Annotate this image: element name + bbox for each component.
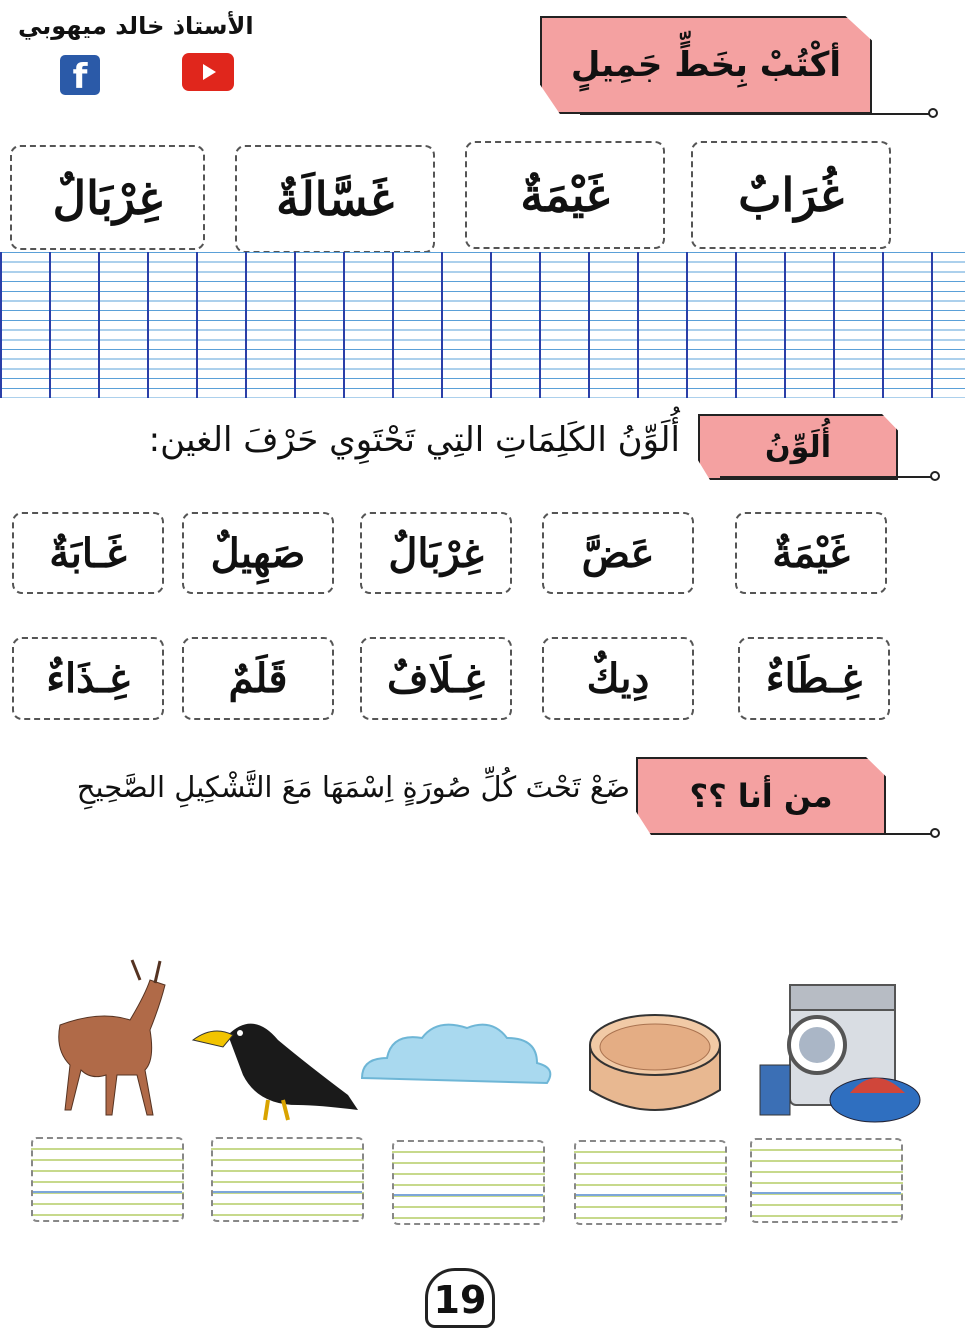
divider-dot bbox=[930, 828, 940, 838]
divider-dot bbox=[930, 471, 940, 481]
word: غَيْمَةٌ bbox=[520, 168, 610, 222]
color-word-card[interactable]: غِـلَافٌ bbox=[360, 637, 512, 720]
washing-machine-image bbox=[759, 984, 921, 1123]
divider-dot bbox=[928, 108, 938, 118]
word-card: غَيْمَةٌ bbox=[465, 141, 665, 249]
answer-writing-box[interactable] bbox=[750, 1138, 903, 1223]
section2-instruction: أُلَوِّنُ الكَلِمَاتِ التِي تَحْتَوِي حَ… bbox=[148, 420, 680, 460]
word: غِـطَاءٌ bbox=[765, 655, 863, 702]
word: غُرَابٌ bbox=[738, 168, 844, 222]
word: دِيكٌ bbox=[586, 655, 650, 702]
crow-image bbox=[191, 1023, 358, 1121]
color-word-card[interactable]: غِـطَاءٌ bbox=[738, 637, 890, 720]
sieve-image bbox=[589, 1014, 721, 1111]
answer-writing-box[interactable] bbox=[392, 1140, 545, 1225]
word: قَلَمٌ bbox=[228, 655, 288, 702]
word: غِرْبَالٌ bbox=[388, 529, 484, 577]
youtube-icon[interactable] bbox=[182, 53, 234, 91]
facebook-icon[interactable]: f bbox=[60, 55, 100, 97]
section1-title: أكْتُبْ بِخَطٍّ جَمِيلٍ bbox=[570, 45, 842, 85]
author-name: الأستاذ خالد ميهوبي bbox=[18, 12, 254, 40]
color-word-card[interactable]: غَيْمَةٌ bbox=[735, 512, 887, 594]
cloud-image bbox=[360, 1023, 552, 1085]
color-word-card[interactable]: غِـذَاءٌ bbox=[12, 637, 164, 720]
word-card: غُرَابٌ bbox=[691, 141, 891, 249]
color-word-card[interactable]: غِرْبَالٌ bbox=[360, 512, 512, 594]
divider bbox=[580, 113, 930, 115]
divider bbox=[660, 833, 932, 835]
color-word-card[interactable]: دِيكٌ bbox=[542, 637, 694, 720]
deer-image bbox=[58, 959, 166, 1116]
word: عَضَّ bbox=[581, 529, 655, 577]
word: غِـذَاءٌ bbox=[46, 655, 130, 702]
color-word-card[interactable]: قَلَمٌ bbox=[182, 637, 334, 720]
word: غَـابَةٌ bbox=[49, 529, 127, 577]
answer-writing-box[interactable] bbox=[574, 1140, 727, 1225]
color-word-card[interactable]: عَضَّ bbox=[542, 512, 694, 594]
page-number-text: 19 bbox=[433, 1278, 487, 1322]
color-word-card[interactable]: صَهِيلٌ bbox=[182, 512, 334, 594]
divider bbox=[720, 476, 932, 478]
section3-instruction: ضَعْ تَحْتَ كُلِّ صُورَةٍ اِسْمَهَا مَعَ… bbox=[76, 770, 630, 804]
word: غَسَّالَةٌ bbox=[276, 172, 394, 226]
word-card: غِرْبَالٌ bbox=[10, 145, 205, 250]
word: غِـلَافٌ bbox=[387, 655, 485, 702]
word: غِرْبَالٌ bbox=[52, 170, 163, 225]
handwriting-grid[interactable] bbox=[0, 252, 965, 398]
section2-banner: أُلَوِّنُ bbox=[698, 414, 898, 480]
section3-title: من أنا ؟؟ bbox=[689, 777, 833, 815]
word-card: غَسَّالَةٌ bbox=[235, 145, 435, 253]
word: صَهِيلٌ bbox=[210, 529, 306, 577]
section3-banner: من أنا ؟؟ bbox=[636, 757, 886, 835]
section1-banner: أكْتُبْ بِخَطٍّ جَمِيلٍ bbox=[540, 16, 872, 114]
section2-title: أُلَوِّنُ bbox=[765, 429, 831, 465]
page-number: 19 bbox=[425, 1268, 495, 1328]
color-word-card[interactable]: غَـابَةٌ bbox=[12, 512, 164, 594]
answer-writing-box[interactable] bbox=[31, 1137, 184, 1222]
answer-writing-box[interactable] bbox=[211, 1137, 364, 1222]
word: غَيْمَةٌ bbox=[772, 529, 850, 577]
